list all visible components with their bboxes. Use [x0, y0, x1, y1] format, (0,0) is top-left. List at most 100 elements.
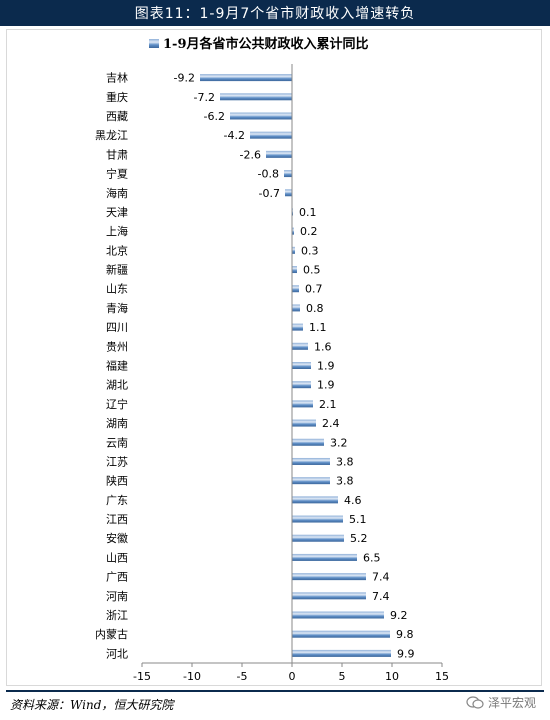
- bar: [200, 74, 292, 82]
- data-label: 5.2: [350, 532, 368, 545]
- category-label: 江西: [106, 513, 128, 526]
- category-label: 四川: [106, 321, 128, 334]
- x-tick-label: -15: [133, 670, 151, 683]
- bar: [292, 573, 366, 581]
- category-label: 山西: [106, 551, 128, 564]
- bar: [292, 304, 300, 312]
- bar: [285, 189, 292, 197]
- bar: [292, 438, 324, 446]
- category-label: 陕西: [106, 474, 128, 488]
- category-label: 河南: [106, 590, 128, 603]
- category-label: 宁夏: [106, 167, 128, 181]
- category-label: 天津: [106, 206, 128, 219]
- bar: [220, 93, 292, 101]
- bar: [292, 246, 295, 254]
- category-label: 吉林: [106, 71, 128, 85]
- bar: [250, 131, 292, 139]
- category-label: 福建: [106, 359, 128, 373]
- data-label: 5.1: [349, 513, 367, 526]
- data-label: 9.2: [390, 609, 408, 622]
- data-label: 9.9: [397, 647, 415, 660]
- data-label: 3.8: [336, 475, 354, 488]
- watermark-label: 泽平宏观: [487, 696, 536, 710]
- data-label: -0.7: [259, 187, 280, 200]
- bar: [292, 496, 338, 504]
- data-label: 6.5: [363, 551, 381, 564]
- category-label: 安徽: [106, 531, 128, 545]
- category-label: 湖北: [106, 379, 128, 392]
- data-label: 0.8: [306, 302, 324, 315]
- x-tick-label: 10: [385, 670, 399, 683]
- bar: [292, 553, 357, 561]
- data-label: -6.2: [204, 110, 225, 123]
- category-label: 贵州: [106, 340, 128, 353]
- legend-label: 1-9月各省市公共财政收入累计同比: [163, 36, 369, 52]
- bar: [292, 419, 316, 427]
- category-label: 云南: [106, 436, 128, 449]
- x-tick-label: 15: [435, 670, 449, 683]
- category-label: 北京: [106, 243, 128, 257]
- category-label: 江苏: [106, 455, 128, 468]
- bar: [292, 477, 330, 485]
- data-label: -0.8: [258, 168, 279, 181]
- x-tick-label: -10: [183, 670, 201, 683]
- bar: [292, 362, 311, 369]
- figure-footer: 资料来源：Wind，恒大研究院 泽平宏观: [6, 690, 544, 720]
- category-label: 重庆: [106, 90, 128, 104]
- bar: [292, 266, 297, 274]
- category-label: 浙江: [106, 609, 128, 622]
- x-tick-label: -5: [237, 670, 248, 683]
- x-tick-label: 5: [339, 670, 346, 683]
- legend-swatch: [149, 39, 159, 48]
- category-label: 广东: [106, 494, 128, 507]
- data-label: 7.4: [372, 590, 390, 603]
- category-label: 辽宁: [106, 397, 128, 411]
- data-label: 4.6: [344, 494, 362, 507]
- bar: [292, 611, 384, 619]
- category-label: 甘肃: [106, 148, 128, 161]
- data-label: 3.8: [336, 455, 354, 468]
- bar: [284, 170, 292, 178]
- category-label: 河北: [106, 647, 128, 660]
- data-label: 0.3: [301, 244, 319, 257]
- bar: [292, 227, 294, 235]
- source-note: 资料来源：Wind，恒大研究院: [10, 698, 174, 712]
- category-label: 上海: [106, 224, 128, 238]
- bar-chart: 1-9月各省市公共财政收入累计同比 吉林重庆西藏黑龙江甘肃宁夏海南天津上海北京新…: [95, 36, 449, 683]
- bar: [292, 515, 343, 523]
- data-label: 1.9: [317, 360, 335, 373]
- x-tick-label: 0: [289, 670, 296, 683]
- data-label: 1.9: [317, 379, 335, 392]
- bar: [292, 457, 330, 465]
- category-label: 广西: [106, 571, 128, 584]
- bar: [292, 342, 308, 350]
- data-label: 3.2: [330, 436, 348, 449]
- category-label: 山东: [106, 283, 128, 296]
- data-label: -2.6: [240, 148, 261, 161]
- data-label: 1.6: [314, 340, 332, 353]
- bar: [292, 285, 299, 293]
- data-label: 0.5: [303, 264, 321, 277]
- category-label: 湖南: [106, 417, 128, 430]
- data-label: -9.2: [174, 72, 195, 85]
- watermark: 泽平宏观: [466, 694, 536, 711]
- category-label: 黑龙江: [95, 129, 128, 142]
- category-label: 海南: [106, 186, 128, 200]
- bar: [292, 534, 344, 542]
- bar: [292, 400, 313, 408]
- chart-frame: 1-9月各省市公共财政收入累计同比 吉林重庆西藏黑龙江甘肃宁夏海南天津上海北京新…: [6, 29, 542, 686]
- category-label: 新疆: [106, 263, 128, 277]
- bar: [292, 381, 311, 389]
- data-label: 0.7: [305, 283, 323, 296]
- bar: [230, 112, 292, 120]
- bar: [266, 150, 292, 158]
- category-label: 青海: [106, 301, 128, 315]
- data-label: 0.2: [300, 225, 318, 238]
- data-label: 2.4: [322, 417, 340, 430]
- category-label: 西藏: [106, 110, 128, 123]
- data-label: 0.1: [299, 206, 317, 219]
- data-label: 9.8: [396, 628, 414, 641]
- legend: 1-9月各省市公共财政收入累计同比: [149, 36, 369, 52]
- wechat-icon: [466, 695, 484, 709]
- data-label: -7.2: [194, 91, 215, 104]
